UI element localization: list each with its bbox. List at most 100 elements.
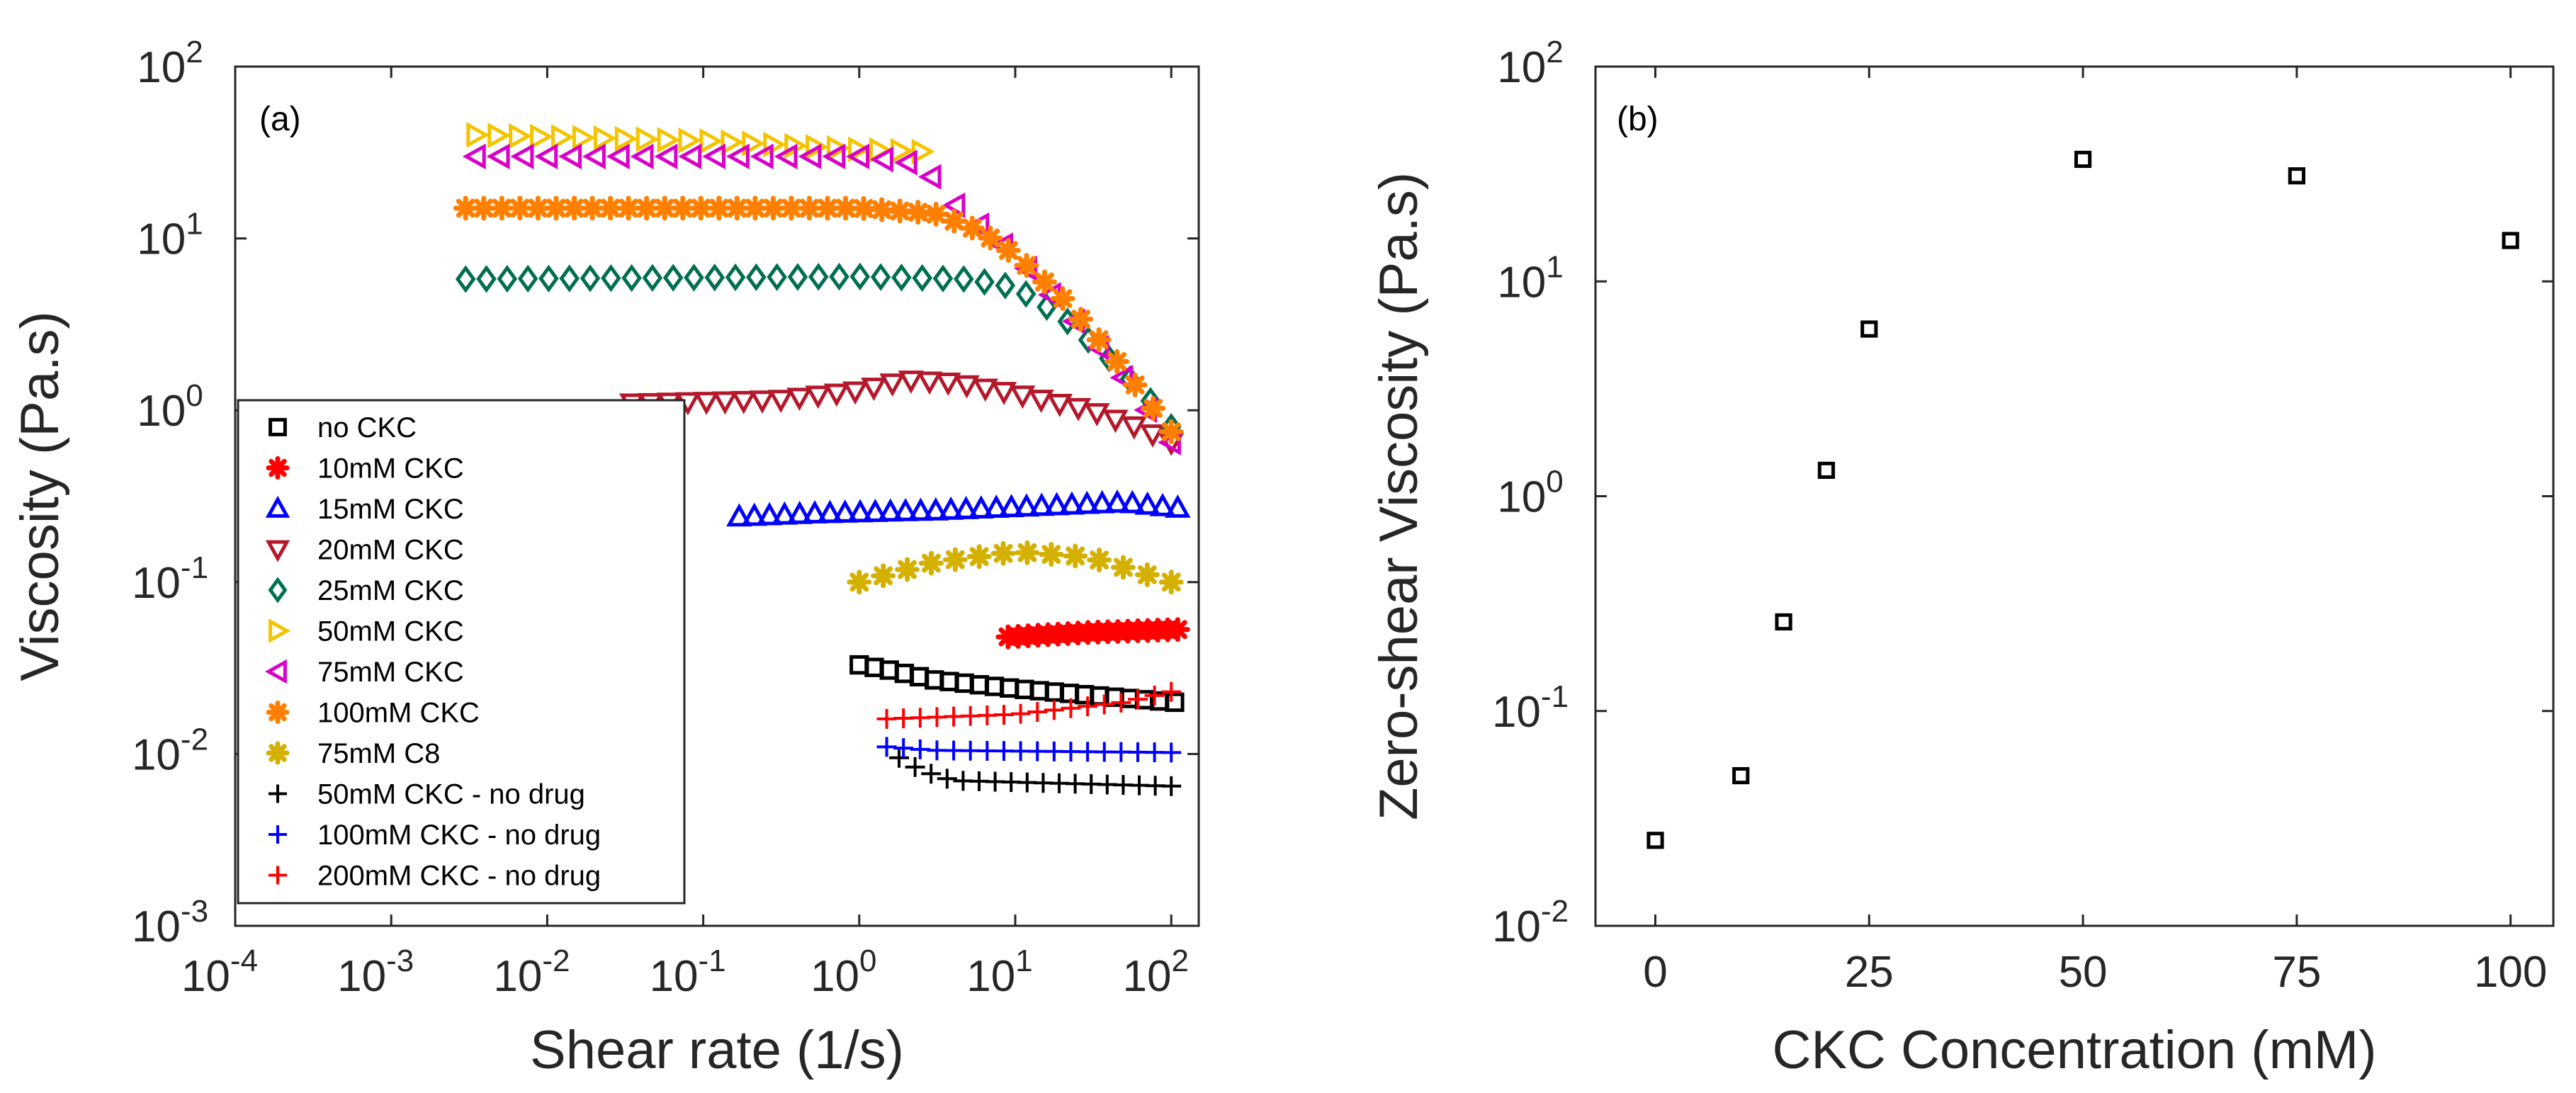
data-point [937,769,957,789]
legend-entry: 50mM CKC [269,616,464,647]
legend-label: 50mM CKC [317,616,464,647]
data-point [937,496,964,520]
y-tick-label: 10-1 [132,550,208,608]
legend-label: 75mM CKC [317,657,464,688]
legend-marker [266,741,290,765]
data-point [749,390,776,414]
data-point [1139,424,1166,448]
data-point [960,740,981,761]
data-point [893,708,914,729]
data-point [917,164,942,190]
x-tick-label: 102 [1122,944,1188,1001]
data-point [725,263,746,292]
y-tick-label: 10-2 [1492,894,1569,951]
data-point [630,143,654,170]
legend-marker [266,701,290,724]
data-point [993,705,1014,725]
data-point [877,498,904,522]
data-point [662,264,684,292]
data-point [763,131,787,158]
data-point [654,143,678,170]
data-point [688,196,713,221]
panel-a-label: (a) [259,101,301,138]
data-point [741,502,767,526]
data-point [561,196,587,221]
data-point [1141,395,1166,421]
data-point [921,764,942,784]
data-point [726,503,752,527]
data-point [977,740,998,761]
data-point [1044,741,1064,761]
data-point [1105,349,1130,374]
data-point [1817,461,1836,480]
data-point [621,264,642,293]
data-point [1161,776,1182,796]
y-tick-label: 102 [1497,35,1563,92]
data-point [842,381,869,405]
legend-entry: 50mM CKC - no drug [269,779,585,810]
data-point [871,563,896,589]
legend-entry: 75mM C8 [266,738,440,769]
data-point [693,392,720,415]
data-point [1010,385,1036,409]
data-point [916,371,943,395]
data-point [1027,702,1048,723]
x-tick-label: 0 [1643,948,1667,997]
data-point [614,125,638,152]
data-point [960,706,981,726]
data-point [538,264,559,293]
data-point [712,391,738,415]
series-15mm-ckc [726,489,1191,527]
data-point [1078,696,1098,717]
y-tick-label: 10-1 [1492,679,1569,737]
data-point [772,501,798,525]
data-point [1014,253,1039,278]
data-point [730,390,757,414]
data-point [1860,320,1878,338]
data-point [551,124,575,150]
data-point [1111,692,1131,713]
data-point [983,494,1010,519]
data-point [767,263,787,291]
data-point [756,502,783,526]
legend-entry: 10mM CKC [266,453,464,485]
data-point [509,123,533,149]
data-point [1063,543,1088,569]
data-point [870,263,891,291]
data-point [808,263,829,291]
panel-a-chart: 10-4 10-3 10-2 10-1 100 101 10210-310-210-1100… [10,35,1200,1080]
data-point [543,196,569,221]
legend-box [237,399,686,905]
data-point [1087,548,1112,573]
y-tick-label: 101 [1497,249,1563,307]
data-point [876,737,897,757]
data-point [1646,832,1664,849]
data-point [1058,491,1085,515]
legend-label: 25mM CKC [317,575,464,606]
data-point [702,143,726,170]
data-point [910,739,930,759]
data-point [1165,617,1190,642]
legend-marker [269,825,287,844]
legend-entry: 25mM CKC [268,575,464,606]
data-point [746,263,767,292]
data-point [944,706,964,727]
data-point [1028,390,1054,414]
data-point [977,705,998,725]
x-tick-label: 10-1 [650,944,726,1001]
data-point [806,134,829,160]
data-point [1161,742,1182,763]
data-point [978,225,1003,251]
data-point [954,375,980,399]
data-point [726,143,750,170]
data-point [908,497,934,521]
series-100mm-ckc---no-drug [876,737,1182,763]
data-point [1119,489,1146,514]
data-point [1061,698,1081,718]
data-point [742,196,768,221]
x-tick-label: 10-4 [181,944,258,1001]
panel-a-legend: no CKC 10mM CKC 15mM CKC 20mM CKC 25mM CKC 50… [237,399,686,905]
legend-marker [269,618,291,643]
data-point [1039,542,1064,567]
